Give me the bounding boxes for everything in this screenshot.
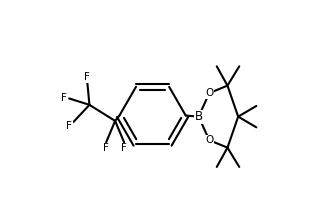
Text: F: F [121,143,127,153]
Text: F: F [61,94,67,103]
Text: B: B [195,110,203,123]
Text: O: O [205,135,213,145]
Text: F: F [84,72,90,82]
Text: O: O [205,88,213,98]
Text: F: F [66,121,72,131]
Text: F: F [103,143,109,153]
